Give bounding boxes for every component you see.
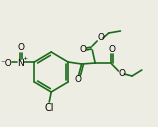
Text: +: + [22, 55, 27, 60]
Text: Cl: Cl [45, 103, 54, 113]
Text: O: O [74, 75, 81, 84]
Text: ⁻O: ⁻O [0, 59, 12, 67]
Text: O: O [119, 68, 126, 77]
Text: O: O [17, 44, 24, 52]
Text: O: O [79, 44, 86, 53]
Text: N: N [17, 59, 24, 67]
Text: O: O [97, 34, 105, 43]
Text: O: O [108, 44, 115, 53]
